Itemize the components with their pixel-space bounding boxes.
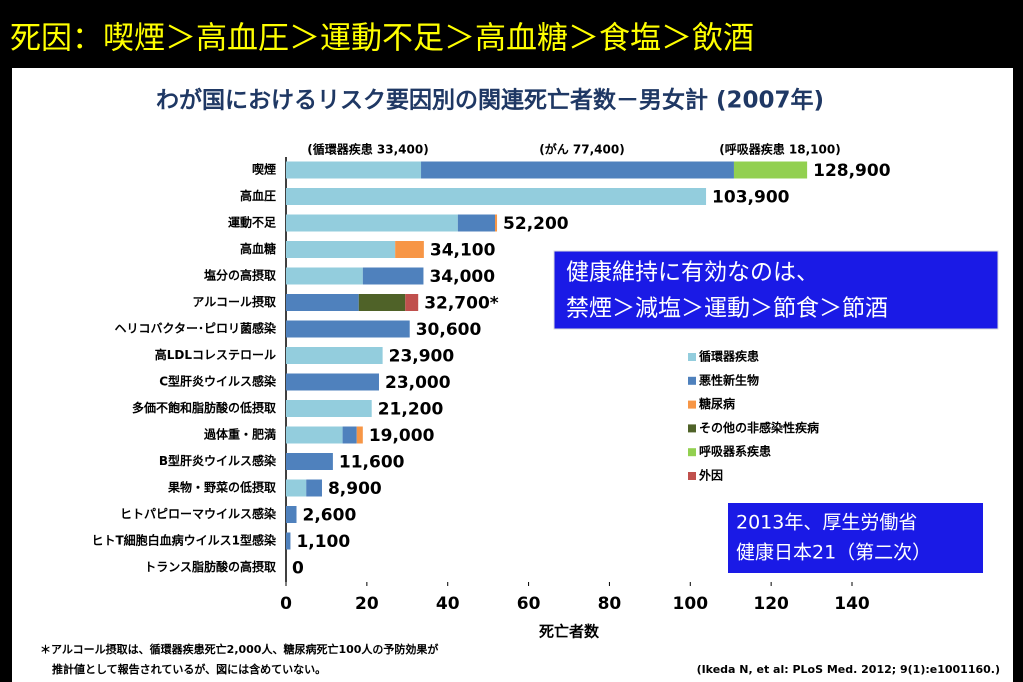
source-box bbox=[728, 503, 983, 573]
total-label: 8,900 bbox=[328, 479, 382, 499]
bar-segment bbox=[286, 214, 458, 232]
bar-segment bbox=[495, 214, 498, 232]
bar-segment bbox=[395, 241, 424, 258]
bar-segment bbox=[306, 479, 322, 497]
total-label: 34,000 bbox=[429, 267, 495, 287]
bar-segment bbox=[286, 241, 396, 258]
category-label: 喫煙 bbox=[252, 162, 276, 177]
bar-segment bbox=[286, 161, 422, 179]
category-label: 塩分の高摂取 bbox=[204, 268, 276, 283]
bar-segment bbox=[362, 267, 424, 285]
x-tick-label: 20 bbox=[355, 594, 379, 614]
total-label: 0 bbox=[292, 559, 304, 579]
category-label: 高血圧 bbox=[240, 188, 276, 203]
x-axis-label: 死亡者数 bbox=[539, 623, 600, 641]
legend-swatch bbox=[688, 472, 696, 480]
category-label: C型肝炎ウイルス感染 bbox=[159, 374, 277, 389]
category-label: アルコール摂取 bbox=[192, 294, 276, 309]
category-label: ヒトパピローマウイルス感染 bbox=[120, 506, 277, 521]
bar-segment bbox=[358, 294, 406, 311]
legend-label: 悪性新生物 bbox=[699, 372, 759, 387]
x-tick-label: 40 bbox=[436, 594, 460, 614]
bar-segment bbox=[733, 161, 808, 179]
legend-label: 外因 bbox=[699, 468, 723, 483]
legend-label: 循環器疾患 bbox=[699, 349, 759, 364]
source-text: 2013年、厚生労働省 bbox=[736, 512, 917, 534]
category-label: ヒトT細胞白血病ウイルス1型感染 bbox=[91, 533, 277, 548]
x-tick-label: 80 bbox=[598, 594, 622, 614]
total-label: 23,000 bbox=[385, 373, 451, 393]
total-label: 19,000 bbox=[369, 426, 435, 446]
legend-swatch bbox=[688, 376, 696, 385]
legend-label: その他の非感染性疾病 bbox=[699, 420, 819, 435]
callout-text: 禁煙＞減塩＞運動＞節食＞節酒 bbox=[566, 296, 888, 322]
annotation: (がん 77,400) bbox=[539, 142, 624, 157]
category-label: 果物・野菜の低摂取 bbox=[167, 480, 276, 495]
bar-segment bbox=[286, 373, 379, 391]
bar-segment bbox=[286, 188, 707, 205]
x-tick-label: 60 bbox=[517, 594, 541, 614]
category-label: 多価不飽和脂肪酸の低摂取 bbox=[132, 400, 276, 415]
bar-segment bbox=[286, 479, 307, 497]
annotation: (呼吸器疾患 18,100) bbox=[719, 142, 840, 157]
bar-segment bbox=[286, 320, 410, 338]
category-label: 運動不足 bbox=[228, 215, 276, 230]
callout-text: 健康維持に有効なのは、 bbox=[566, 260, 819, 286]
chart-title: わが国におけるリスク要因別の関連死亡者数－男女計 (2007年) bbox=[156, 87, 824, 114]
legend-swatch bbox=[688, 400, 696, 409]
category-label: 高血糖 bbox=[240, 241, 276, 256]
bar-segment bbox=[405, 294, 419, 311]
bar-segment bbox=[286, 506, 297, 523]
legend-swatch bbox=[688, 448, 696, 457]
category-label: B型肝炎ウイルス感染 bbox=[159, 453, 277, 468]
total-label: 2,600 bbox=[303, 506, 357, 526]
bar-segment bbox=[421, 161, 734, 179]
total-label: 21,200 bbox=[378, 400, 444, 420]
header: 死因：喫煙＞高血圧＞運動不足＞高血糖＞食塩＞飲酒 bbox=[10, 21, 754, 57]
category-label: 高LDLコレステロール bbox=[155, 347, 276, 362]
bar-segment bbox=[286, 294, 359, 311]
total-label: 30,600 bbox=[416, 320, 482, 340]
bar-segment bbox=[286, 532, 291, 550]
x-tick-label: 120 bbox=[753, 594, 789, 614]
bar-segment bbox=[342, 426, 357, 444]
bar-segment bbox=[286, 347, 383, 364]
legend-label: 呼吸器系疾患 bbox=[699, 444, 771, 459]
category-label: ヘリコバクター･ピロリ菌感染 bbox=[114, 321, 277, 336]
total-label: 32,700* bbox=[424, 294, 499, 314]
bar-segment bbox=[286, 453, 333, 470]
total-label: 1,100 bbox=[296, 532, 350, 552]
source-text: 健康日本21（第二次） bbox=[736, 542, 931, 564]
bar-segment bbox=[286, 426, 343, 444]
footnote: 推計値として報告されているが、図には含めていない。 bbox=[52, 662, 326, 676]
legend-swatch bbox=[688, 424, 696, 433]
x-tick-label: 140 bbox=[834, 594, 870, 614]
legend-swatch bbox=[688, 353, 696, 361]
footnote: ＊アルコール摂取は、循環器疾患死亡2,000人、糖尿病死亡100人の予防効果が bbox=[40, 642, 438, 656]
legend-label: 糖尿病 bbox=[699, 396, 735, 411]
total-label: 103,900 bbox=[712, 188, 790, 208]
callout-box bbox=[553, 250, 999, 330]
bar-segment bbox=[356, 426, 363, 444]
x-tick-label: 100 bbox=[673, 594, 709, 614]
total-label: 23,900 bbox=[389, 347, 455, 367]
total-label: 34,100 bbox=[430, 241, 496, 261]
citation: (Ikeda N, et al: PLoS Med. 2012; 9(1):e1… bbox=[697, 663, 1000, 676]
total-label: 128,900 bbox=[813, 161, 891, 181]
category-label: 過体重・肥満 bbox=[203, 427, 276, 442]
total-label: 52,200 bbox=[503, 214, 569, 234]
bar-segment bbox=[286, 400, 372, 417]
total-label: 11,600 bbox=[339, 453, 405, 473]
annotation: (循環器疾患 33,400) bbox=[307, 142, 428, 157]
x-tick-label: 0 bbox=[280, 594, 292, 614]
bar-segment bbox=[457, 214, 496, 232]
category-label: トランス脂肪酸の高摂取 bbox=[144, 559, 276, 574]
bar-segment bbox=[286, 267, 363, 285]
